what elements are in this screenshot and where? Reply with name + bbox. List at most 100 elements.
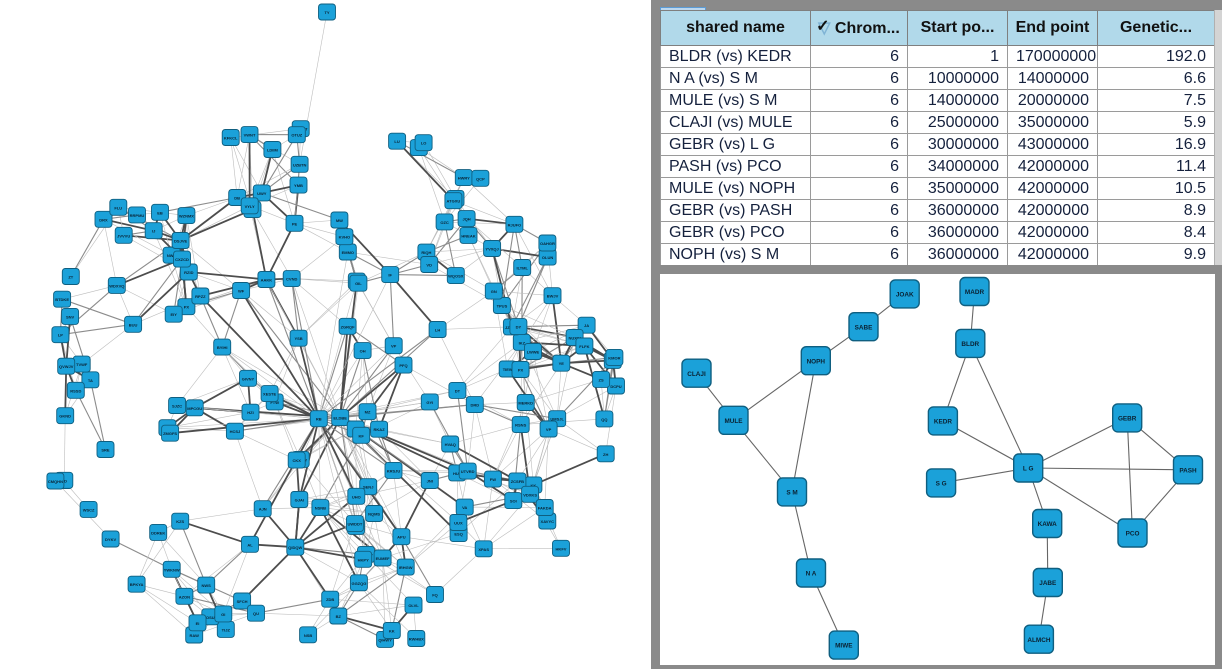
- svg-text:TIEW: TIEW: [503, 367, 513, 372]
- svg-text:HKFV: HKFV: [556, 546, 567, 551]
- svg-text:AJN: AJN: [259, 507, 267, 512]
- svg-text:VWNT: VWNT: [244, 133, 256, 138]
- svg-text:BYIHI: BYIHI: [217, 345, 228, 350]
- svg-text:GI: GI: [221, 612, 225, 617]
- svg-text:GJAI: GJAI: [295, 498, 304, 503]
- svg-text:NOPH: NOPH: [807, 358, 826, 365]
- svg-text:JABE: JABE: [1039, 580, 1057, 587]
- svg-text:UWDDT: UWDDT: [347, 522, 362, 527]
- svg-text:GIVNY: GIVNY: [242, 376, 255, 381]
- svg-text:BTDKE: BTDKE: [55, 297, 69, 302]
- svg-text:KZS: KZS: [176, 519, 184, 524]
- svg-text:HZI: HZI: [247, 410, 253, 415]
- svg-text:ATGXU: ATGXU: [447, 199, 461, 204]
- svg-text:EIY: EIY: [170, 312, 177, 317]
- svg-text:ZS: ZS: [599, 377, 604, 382]
- svg-text:UZBTN: UZBTN: [293, 162, 307, 167]
- svg-text:JOAK: JOAK: [896, 292, 914, 299]
- svg-text:PFQ: PFQ: [399, 363, 407, 368]
- svg-text:MZ: MZ: [365, 410, 371, 415]
- svg-text:SRE: SRE: [101, 448, 110, 453]
- svg-text:ZH: ZH: [603, 452, 608, 457]
- svg-text:WQOSX: WQOSX: [448, 274, 464, 279]
- svg-text:VP: VP: [391, 344, 397, 349]
- svg-text:YE: YE: [559, 361, 565, 366]
- svg-text:KK: KK: [389, 629, 395, 634]
- svg-text:KAWA: KAWA: [1038, 521, 1058, 528]
- svg-text:GKND: GKND: [59, 414, 71, 419]
- svg-text:DT: DT: [455, 388, 461, 393]
- svg-text:GGZQG: GGZQG: [351, 581, 366, 586]
- svg-text:IJ: IJ: [152, 229, 155, 234]
- svg-text:FAKDA: FAKDA: [538, 506, 552, 511]
- svg-text:VD: VD: [426, 263, 432, 268]
- svg-text:PX: PX: [518, 368, 524, 373]
- svg-text:VYLY: VYLY: [245, 204, 255, 209]
- svg-text:IRHGW: IRHGW: [399, 565, 413, 570]
- svg-text:TY: TY: [324, 10, 329, 15]
- svg-text:LH: LH: [435, 328, 440, 333]
- svg-text:OSU: OSU: [206, 615, 215, 620]
- svg-text:NSB: NSB: [304, 633, 313, 638]
- svg-text:PCO: PCO: [1126, 531, 1140, 538]
- svg-text:GYI: GYI: [426, 400, 433, 405]
- svg-text:ZCSFB: ZCSFB: [511, 479, 524, 484]
- svg-text:PASH: PASH: [1179, 467, 1197, 474]
- svg-text:QIDQW: QIDQW: [288, 545, 302, 550]
- svg-text:ILTML: ILTML: [516, 266, 528, 271]
- svg-text:QCP: QCP: [476, 176, 485, 181]
- svg-text:MPCGU: MPCGU: [187, 406, 202, 411]
- svg-text:DB: DB: [234, 196, 240, 201]
- svg-text:LP: LP: [58, 333, 63, 338]
- svg-text:XESTE: XESTE: [263, 392, 276, 397]
- svg-text:OZC: OZC: [440, 220, 449, 225]
- svg-text:CVND: CVND: [286, 277, 297, 282]
- svg-text:ZDB: ZDB: [326, 597, 334, 602]
- svg-text:EI: EI: [196, 621, 200, 626]
- svg-text:SABE: SABE: [855, 324, 873, 331]
- svg-text:HWRY: HWRY: [458, 176, 470, 181]
- svg-text:MERKD: MERKD: [518, 401, 533, 406]
- svg-text:OTUZ: OTUZ: [291, 133, 302, 138]
- svg-text:YVXQJ: YVXQJ: [485, 247, 498, 252]
- svg-text:NSNB: NSNB: [315, 506, 326, 511]
- svg-text:TVWF: TVWF: [76, 362, 88, 367]
- svg-text:RPZZ: RPZZ: [195, 294, 206, 299]
- svg-text:AAKK: AAKK: [261, 278, 273, 283]
- svg-text:SOI: SOI: [510, 499, 517, 504]
- svg-text:LWWE: LWWE: [527, 350, 540, 355]
- svg-text:CLAJI: CLAJI: [687, 371, 706, 378]
- svg-text:N A: N A: [806, 571, 817, 578]
- svg-text:NWS: NWS: [202, 583, 212, 588]
- svg-text:GIL: GIL: [355, 281, 362, 286]
- svg-text:KF: KF: [359, 433, 365, 438]
- svg-text:TPUS: TPUS: [497, 304, 508, 309]
- svg-text:RSSD: RSSD: [70, 388, 81, 393]
- svg-text:JVVVU: JVVVU: [117, 233, 130, 238]
- svg-text:DCPU: DCPU: [610, 384, 621, 389]
- svg-text:ELDBE: ELDBE: [333, 416, 347, 421]
- svg-text:VDXKS: VDXKS: [523, 492, 537, 497]
- svg-text:WSCZ: WSCZ: [83, 507, 95, 512]
- svg-text:ZMGFS: ZMGFS: [163, 431, 177, 436]
- svg-text:LDIIM: LDIIM: [267, 148, 279, 153]
- svg-text:KVHO: KVHO: [339, 235, 351, 240]
- svg-text:PE: PE: [292, 221, 298, 226]
- svg-text:CMQHN: CMQHN: [48, 479, 63, 484]
- svg-text:YSB: YSB: [294, 336, 302, 341]
- svg-text:RZID: RZID: [184, 270, 193, 275]
- svg-text:BWJV: BWJV: [547, 294, 559, 299]
- svg-text:XAVYC: XAVYC: [541, 519, 555, 524]
- svg-text:SFCH: SFCH: [237, 599, 248, 604]
- svg-text:KMOR: KMOR: [608, 355, 620, 360]
- svg-text:S M: S M: [786, 490, 797, 497]
- svg-text:KRSJU: KRSJU: [387, 468, 401, 473]
- svg-text:SNV: SNV: [66, 314, 75, 319]
- svg-text:PX: PX: [184, 305, 190, 310]
- svg-text:L G: L G: [1023, 466, 1034, 473]
- svg-text:DY: DY: [516, 325, 522, 330]
- svg-text:S G: S G: [936, 481, 947, 488]
- svg-text:BPKYA: BPKYA: [130, 582, 144, 587]
- svg-text:JNI: JNI: [427, 479, 433, 484]
- svg-text:WDXVQ: WDXVQ: [109, 283, 124, 288]
